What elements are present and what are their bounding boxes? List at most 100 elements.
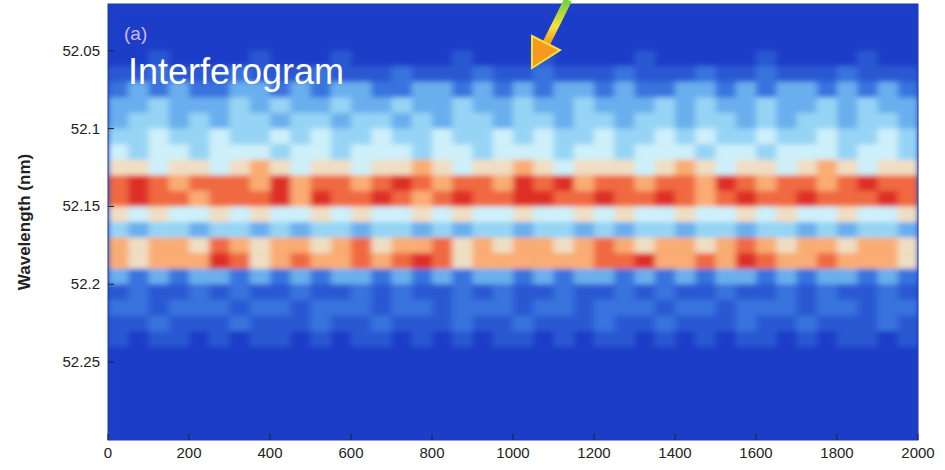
- heat-cell: [108, 238, 129, 254]
- heat-cell: [614, 269, 635, 285]
- heat-cell: [351, 315, 372, 331]
- heat-cell: [290, 160, 311, 176]
- heat-cell: [716, 35, 737, 51]
- heat-cell: [311, 191, 332, 207]
- heat-cell: [736, 424, 757, 440]
- heat-cell: [493, 144, 514, 160]
- heat-cell: [878, 4, 899, 20]
- heat-cell: [493, 82, 514, 98]
- y-tick-label: 52.25: [62, 353, 100, 370]
- heat-cell: [351, 238, 372, 254]
- heat-cell: [898, 238, 918, 254]
- heat-cell: [371, 269, 392, 285]
- x-tick-label: 200: [176, 444, 201, 461]
- heat-cell: [392, 362, 413, 378]
- heat-cell: [797, 284, 818, 300]
- heat-cell: [736, 362, 757, 378]
- heat-cell: [635, 238, 656, 254]
- heat-cell: [513, 35, 534, 51]
- heat-cell: [857, 409, 878, 425]
- heat-cell: [209, 191, 230, 207]
- heat-cell: [392, 300, 413, 316]
- heat-cell: [614, 424, 635, 440]
- heat-cell: [209, 113, 230, 129]
- heat-cell: [574, 269, 595, 285]
- heat-cell: [776, 97, 797, 113]
- heat-cell: [817, 362, 838, 378]
- heat-cell: [695, 51, 716, 67]
- heat-cell: [108, 82, 129, 98]
- heat-cell: [189, 284, 210, 300]
- heat-cell: [432, 206, 453, 222]
- heat-cell: [473, 35, 494, 51]
- heat-cell: [695, 331, 716, 347]
- heat-cell: [716, 191, 737, 207]
- heat-cell: [594, 35, 615, 51]
- heat-cell: [513, 331, 534, 347]
- heat-cell: [311, 362, 332, 378]
- heat-cell: [432, 35, 453, 51]
- heat-cell: [149, 424, 170, 440]
- heat-cell: [392, 191, 413, 207]
- x-tick: [108, 434, 109, 440]
- heat-cell: [452, 66, 473, 82]
- heat-cell: [776, 300, 797, 316]
- heat-cell: [392, 378, 413, 394]
- heat-cell: [817, 20, 838, 36]
- heat-cell: [250, 300, 271, 316]
- heat-cell: [594, 347, 615, 363]
- heat-cell: [594, 331, 615, 347]
- heat-cell: [533, 113, 554, 129]
- heat-cell: [412, 191, 433, 207]
- heat-cell: [797, 347, 818, 363]
- heat-cell: [473, 424, 494, 440]
- heat-cell: [351, 160, 372, 176]
- heat-cell: [635, 82, 656, 98]
- heat-cell: [493, 20, 514, 36]
- heat-cell: [574, 284, 595, 300]
- heat-cell: [473, 409, 494, 425]
- heat-cell: [473, 362, 494, 378]
- heat-cell: [797, 160, 818, 176]
- heat-cell: [270, 284, 291, 300]
- heat-cell: [878, 129, 899, 145]
- heat-cell: [574, 253, 595, 269]
- heat-cell: [149, 97, 170, 113]
- heat-cell: [837, 300, 858, 316]
- heat-cell: [898, 20, 918, 36]
- heat-cell: [290, 362, 311, 378]
- heat-cell: [189, 160, 210, 176]
- heat-cell: [230, 300, 251, 316]
- heat-cell: [311, 300, 332, 316]
- heat-cell: [614, 315, 635, 331]
- heat-cell: [250, 206, 271, 222]
- heat-cell: [898, 191, 918, 207]
- heat-cell: [189, 300, 210, 316]
- heat-cell: [756, 51, 777, 67]
- heat-cell: [716, 409, 737, 425]
- heat-cell: [371, 35, 392, 51]
- heat-cell: [412, 97, 433, 113]
- heat-cell: [574, 144, 595, 160]
- heat-cell: [736, 253, 757, 269]
- heat-cell: [412, 66, 433, 82]
- heat-cell: [189, 238, 210, 254]
- heat-cell: [331, 315, 352, 331]
- heat-cell: [270, 269, 291, 285]
- heat-cell: [837, 4, 858, 20]
- heat-cell: [756, 300, 777, 316]
- heat-cell: [898, 82, 918, 98]
- heat-cell: [371, 347, 392, 363]
- heat-cell: [493, 424, 514, 440]
- heat-cell: [574, 347, 595, 363]
- heat-cell: [716, 144, 737, 160]
- heat-cell: [756, 269, 777, 285]
- heat-cell: [169, 409, 190, 425]
- heat-cell: [857, 160, 878, 176]
- heat-cell: [473, 160, 494, 176]
- heat-cell: [554, 300, 575, 316]
- heat-cell: [108, 4, 129, 20]
- heat-cell: [857, 315, 878, 331]
- heat-cell: [756, 222, 777, 238]
- chart: 52.0552.152.1552.252.2502004006008001000…: [0, 0, 945, 470]
